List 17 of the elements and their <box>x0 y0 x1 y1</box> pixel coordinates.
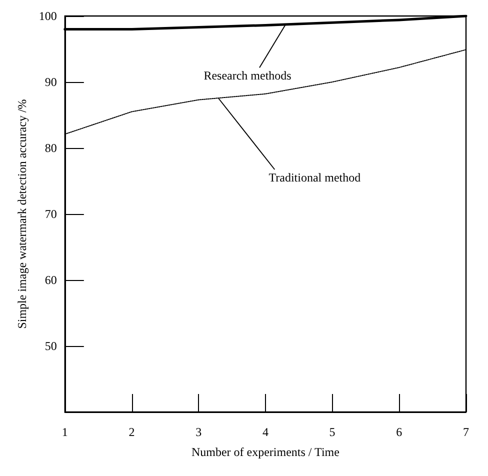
x-tick-label: 6 <box>396 425 402 439</box>
x-tick-label: 7 <box>463 425 469 439</box>
y-tick-label: 50 <box>44 339 57 353</box>
x-tick-label: 5 <box>329 425 336 439</box>
y-tick-label: 60 <box>44 273 57 287</box>
annotation: Research methods <box>204 68 292 83</box>
y-tick-label: 90 <box>44 75 57 89</box>
y-tick-label: 80 <box>44 141 57 155</box>
annotation: Traditional method <box>268 170 361 184</box>
x-tick-label: 1 <box>62 425 68 439</box>
y-axis-title: Simple image watermark detection accuracy /% <box>15 99 29 329</box>
x-axis-title: Number of experiments / Time <box>191 445 340 459</box>
y-tick-label: 70 <box>44 207 57 221</box>
x-tick-label: 2 <box>128 425 135 439</box>
y-tick-label: 100 <box>38 9 57 23</box>
x-tick-label: 4 <box>262 425 268 439</box>
x-tick-label: 3 <box>196 425 202 439</box>
